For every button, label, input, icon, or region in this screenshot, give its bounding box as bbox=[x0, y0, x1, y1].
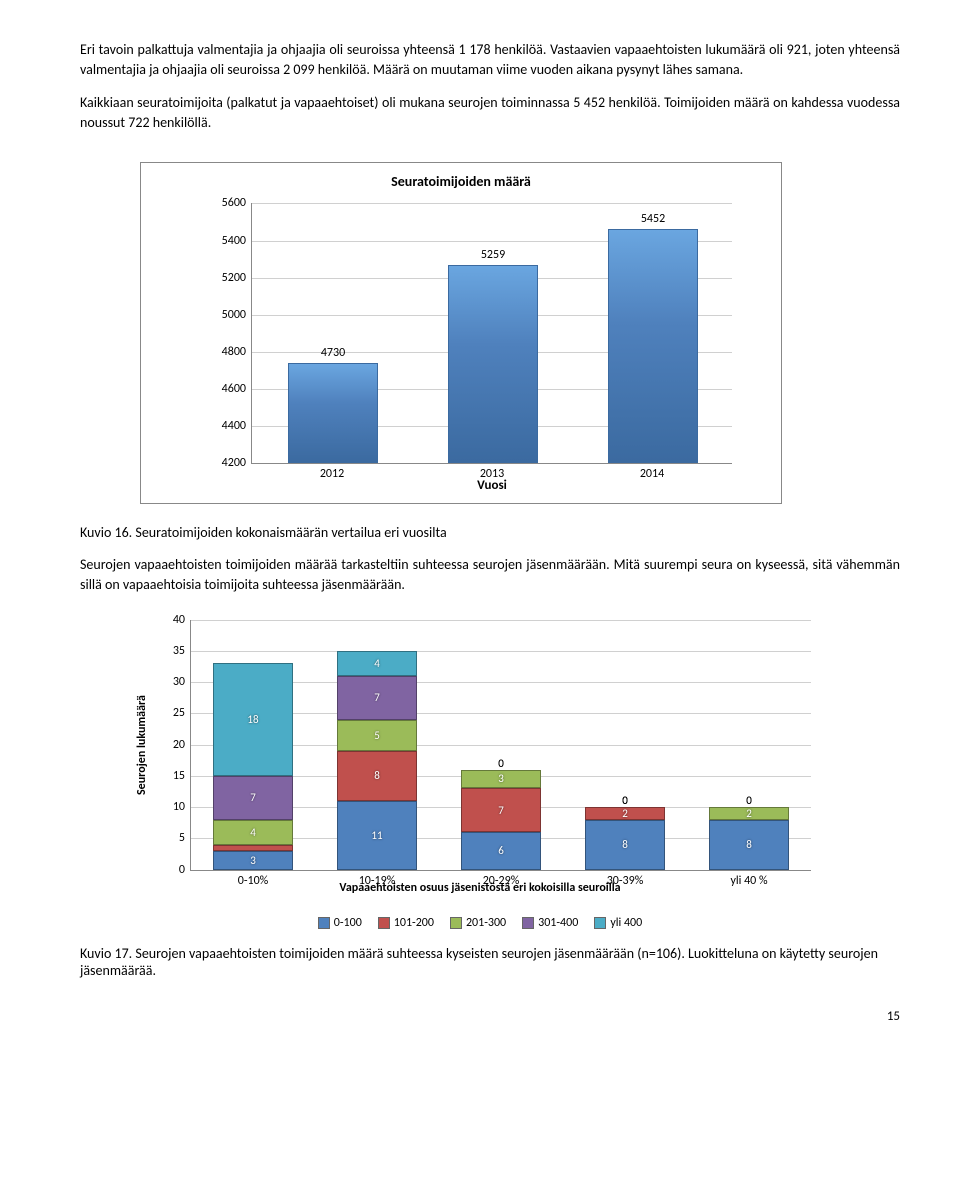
segment-value-label: 0 bbox=[746, 794, 752, 807]
bar-segment: 3 bbox=[461, 770, 542, 789]
bar-segment: 6 bbox=[461, 832, 542, 870]
bar: 5452 bbox=[608, 229, 698, 464]
bar: 4730 bbox=[288, 363, 378, 463]
bar-segment: 2 bbox=[585, 807, 666, 820]
legend-swatch bbox=[318, 917, 330, 929]
bar-segment: 8 bbox=[709, 820, 790, 870]
chart2-plot-area: 05101520253035403147180-10%11857410-19%6… bbox=[190, 620, 811, 871]
ytick-label: 4400 bbox=[222, 419, 246, 433]
ytick-label: 15 bbox=[173, 769, 185, 783]
segment-value-label: 0 bbox=[498, 757, 504, 770]
segment-value-label: 7 bbox=[498, 804, 504, 817]
bar-segment: 7 bbox=[337, 676, 418, 720]
bar-segment: 11 bbox=[337, 801, 418, 870]
ytick-label: 4200 bbox=[222, 456, 246, 470]
bar-value-label: 5259 bbox=[449, 248, 537, 262]
bar-value-label: 4730 bbox=[289, 346, 377, 360]
ytick-label: 5600 bbox=[222, 196, 246, 210]
ytick-label: 4800 bbox=[222, 345, 246, 359]
segment-value-label: 3 bbox=[498, 772, 504, 785]
chart-2: 05101520253035403147180-10%11857410-19%6… bbox=[120, 615, 840, 935]
chart1-plot-area: Vuosi 4200440046004800500052005400560047… bbox=[251, 203, 732, 464]
segment-value-label: 18 bbox=[247, 713, 258, 726]
ytick-label: 35 bbox=[173, 644, 185, 658]
ytick-label: 4600 bbox=[222, 382, 246, 396]
chart2-xaxis-label: Vapaaehtoisten osuus jäsenistöstä eri ko… bbox=[120, 881, 840, 895]
legend-item: 101-200 bbox=[378, 916, 434, 930]
bar-value-label: 5452 bbox=[609, 212, 697, 226]
segment-value-label: 2 bbox=[622, 807, 628, 820]
chart1-title: Seuratoimijoiden määrä bbox=[141, 173, 781, 190]
ytick-label: 0 bbox=[179, 863, 185, 877]
segment-value-label: 8 bbox=[374, 769, 380, 782]
gridline bbox=[191, 620, 811, 621]
segment-value-label: 7 bbox=[374, 691, 380, 704]
ytick-label: 5400 bbox=[222, 234, 246, 248]
legend-swatch bbox=[378, 917, 390, 929]
xtick-label: 2012 bbox=[252, 467, 412, 481]
chart2-legend: 0-100 101-200 201-300 301-400 yli 400 bbox=[120, 916, 840, 930]
segment-value-label: 2 bbox=[746, 807, 752, 820]
bar-segment: 2 bbox=[709, 807, 790, 820]
xtick-label: 2014 bbox=[572, 467, 732, 481]
chart1-caption: Kuvio 16. Seuratoimijoiden kokonaismäärä… bbox=[80, 524, 900, 541]
legend-item: 0-100 bbox=[318, 916, 362, 930]
paragraph: Seurojen vapaaehtoisten toimijoiden määr… bbox=[80, 555, 900, 594]
chart2-caption: Kuvio 17. Seurojen vapaaehtoisten toimij… bbox=[80, 945, 900, 979]
xtick-label: 2013 bbox=[412, 467, 572, 481]
bar-segment: 8 bbox=[337, 751, 418, 801]
legend-swatch bbox=[450, 917, 462, 929]
bar-segment: 4 bbox=[213, 820, 294, 845]
segment-value-label: 6 bbox=[498, 844, 504, 857]
gridline bbox=[191, 651, 811, 652]
legend-label: 0-100 bbox=[334, 916, 362, 930]
paragraph: Kaikkiaan seuratoimijoita (palkatut ja v… bbox=[80, 93, 900, 132]
page-number: 15 bbox=[80, 1009, 900, 1024]
segment-value-label: 11 bbox=[371, 829, 382, 842]
segment-value-label: 8 bbox=[622, 838, 628, 851]
ytick-label: 5000 bbox=[222, 308, 246, 322]
legend-swatch bbox=[594, 917, 606, 929]
legend-label: 201-300 bbox=[466, 916, 506, 930]
segment-value-label: 5 bbox=[374, 729, 380, 742]
ytick-label: 30 bbox=[173, 675, 185, 689]
legend-item: yli 400 bbox=[594, 916, 642, 930]
ytick-label: 25 bbox=[173, 706, 185, 720]
legend-label: 301-400 bbox=[538, 916, 578, 930]
bar-segment: 4 bbox=[337, 651, 418, 676]
segment-value-label: 4 bbox=[374, 657, 380, 670]
legend-item: 201-300 bbox=[450, 916, 506, 930]
gridline bbox=[252, 203, 732, 204]
ytick-label: 10 bbox=[173, 800, 185, 814]
segment-value-label: 0 bbox=[622, 794, 628, 807]
legend-label: 101-200 bbox=[394, 916, 434, 930]
bar-segment: 1 bbox=[213, 845, 294, 851]
bar-segment: 5 bbox=[337, 720, 418, 751]
ytick-label: 20 bbox=[173, 738, 185, 752]
ytick-label: 5200 bbox=[222, 271, 246, 285]
paragraph: Eri tavoin palkattuja valmentajia ja ohj… bbox=[80, 40, 900, 79]
legend-item: 301-400 bbox=[522, 916, 578, 930]
bar-segment: 18 bbox=[213, 663, 294, 776]
legend-label: yli 400 bbox=[610, 916, 642, 930]
segment-value-label: 8 bbox=[746, 838, 752, 851]
chart-2-container: Seurojen lukumäärä 051015202530354031471… bbox=[120, 615, 900, 935]
bar-segment: 8 bbox=[585, 820, 666, 870]
ytick-label: 5 bbox=[179, 831, 185, 845]
segment-value-label: 3 bbox=[250, 854, 256, 867]
bar-segment: 7 bbox=[461, 788, 542, 832]
bar: 5259 bbox=[448, 265, 538, 464]
segment-value-label: 4 bbox=[250, 826, 256, 839]
legend-swatch bbox=[522, 917, 534, 929]
bar-segment: 3 bbox=[213, 851, 294, 870]
segment-value-label: 7 bbox=[250, 791, 256, 804]
ytick-label: 40 bbox=[173, 613, 185, 627]
chart-1-container: Toimijoiden määrä Seuratoimijoiden määrä… bbox=[140, 162, 900, 504]
bar-segment: 7 bbox=[213, 776, 294, 820]
chart-1: Seuratoimijoiden määrä Vuosi 42004400460… bbox=[140, 162, 782, 504]
